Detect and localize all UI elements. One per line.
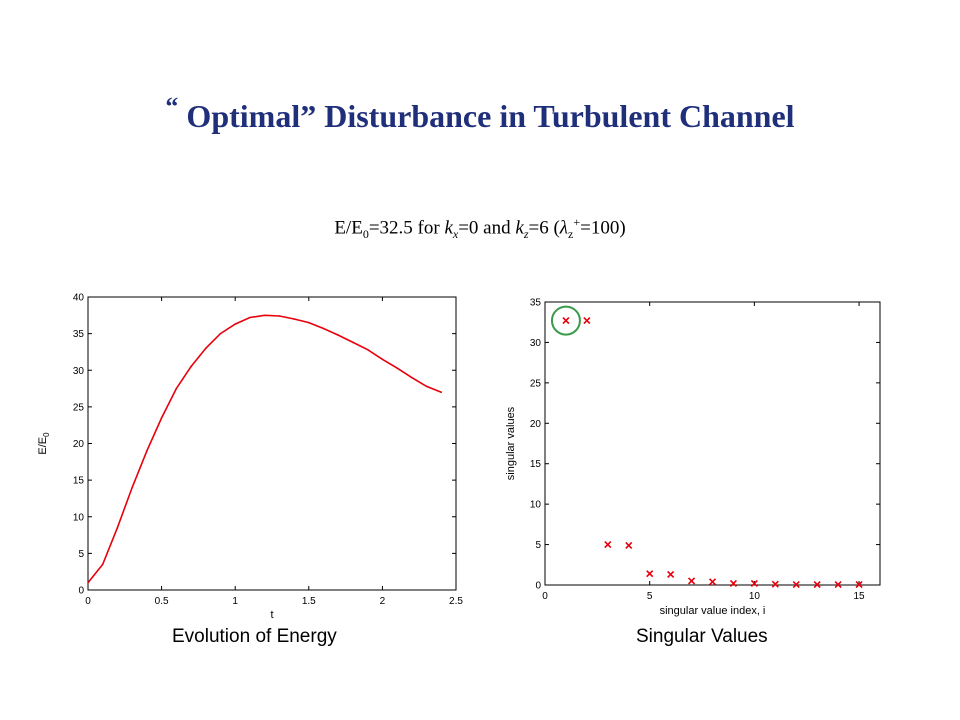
sv-data-point: [562, 317, 570, 325]
sv-y-tick-label: 25: [530, 378, 542, 389]
energy-data-point: [425, 385, 428, 388]
energy-x-axis-label: t: [270, 609, 273, 621]
energy-data-point: [322, 327, 325, 330]
sv-y-tick-label: 30: [530, 338, 542, 349]
sv-y-tick-label: 35: [530, 298, 542, 309]
energy-data-point: [175, 387, 178, 390]
energy-x-tick-label: 0: [85, 596, 91, 607]
sv-y-tick-label: 15: [530, 459, 542, 470]
subtitle-kx-var: k: [444, 217, 453, 239]
energy-y-axis-label-sub: 0: [42, 432, 51, 437]
energy-data-point: [146, 450, 148, 452]
energy-data-point: [396, 367, 398, 369]
sv-data-point: [583, 317, 591, 325]
energy-x-tick-label: 2.5: [449, 596, 463, 607]
subtitle-value-text: =32.5 for: [368, 217, 445, 239]
energy-data-point: [131, 486, 133, 489]
subtitle-kz-sub: z: [523, 227, 529, 242]
energy-x-tick-label: 1: [232, 596, 238, 607]
energy-y-tick-label: 15: [73, 476, 85, 487]
energy-data-point: [87, 581, 89, 584]
sv-y-tick-label: 10: [530, 500, 542, 511]
subtitle-lambda-sup: +: [573, 215, 581, 229]
sv-y-axis-label: singular values: [505, 406, 517, 480]
energy-y-tick-label: 5: [78, 549, 84, 560]
sv-data-point: [687, 577, 696, 585]
subtitle-kz-var: k: [515, 217, 524, 239]
sv-x-tick-label: 10: [749, 591, 761, 602]
sv-data-point: [834, 581, 842, 589]
energy-data-point: [293, 318, 295, 320]
sv-data-point: [667, 570, 675, 579]
energy-x-tick-label: 2: [380, 596, 386, 607]
energy-data-point: [381, 358, 384, 361]
energy-y-tick-label: 30: [73, 366, 85, 377]
sv-data-point: [792, 581, 800, 589]
sv-data-point: [646, 570, 654, 578]
energy-data-point: [366, 348, 369, 351]
energy-y-axis-label-main: E/E: [37, 437, 49, 455]
energy-data-point: [249, 316, 251, 319]
sv-y-tick-label: 5: [535, 540, 541, 551]
sv-data-point: [708, 578, 717, 586]
energy-y-tick-label: 0: [78, 586, 84, 597]
subtitle-kx-sub: x: [452, 227, 459, 242]
subtitle-lambda-sub: z: [568, 227, 574, 242]
sv-data-point: [750, 579, 758, 587]
sv-data-point: [604, 541, 612, 549]
subtitle-e-sub: 0: [362, 227, 369, 242]
sv-data-point: [625, 541, 633, 549]
energy-data-point: [263, 314, 266, 317]
title-text: Optimal” Disturbance in Turbulent Channe…: [186, 98, 795, 134]
energy-data-point: [440, 391, 443, 394]
sv-x-tick-label: 15: [854, 591, 866, 602]
energy-y-tick-label: 20: [73, 439, 85, 450]
slide-subtitle: E/E0=32.5 for kx=0 and kz=6 (λz+=100): [0, 215, 960, 242]
energy-data-point: [411, 376, 413, 379]
energy-y-tick-label: 10: [73, 512, 85, 523]
energy-data-point: [234, 323, 236, 325]
energy-data-point: [352, 341, 354, 344]
energy-y-axis-label: E/E0: [37, 432, 51, 455]
energy-y-tick-label: 40: [73, 293, 85, 304]
energy-data-point: [116, 526, 119, 529]
caption-evolution-of-energy: Evolution of Energy: [172, 626, 337, 647]
energy-data-point: [160, 417, 163, 419]
caption-singular-values: Singular Values: [636, 626, 768, 647]
energy-data-point: [204, 347, 207, 350]
energy-data-point: [190, 365, 192, 368]
sv-data-point: [729, 579, 738, 587]
sv-y-tick-label: 0: [535, 581, 541, 592]
energy-data-point: [308, 321, 310, 324]
energy-data-point: [101, 563, 104, 566]
energy-data-point: [278, 315, 281, 317]
sv-highlight-circle: [550, 305, 581, 336]
energy-x-tick-label: 0.5: [155, 596, 169, 607]
slide-title: “ Optimal” Disturbance in Turbulent Chan…: [0, 92, 960, 135]
subtitle-lambda-val: =100): [580, 217, 626, 239]
sv-data-point: [813, 581, 821, 589]
subtitle-kz-val: =6 (: [528, 217, 560, 239]
sv-x-axis-label: singular value index, i: [660, 605, 766, 617]
sv-data-point: [855, 581, 863, 589]
energy-x-tick-label: 1.5: [302, 596, 316, 607]
subtitle-lambda: λ: [559, 217, 569, 239]
sv-plot-frame: [544, 301, 881, 586]
subtitle-kx-val: =0 and: [458, 217, 516, 239]
energy-y-tick-label: 25: [73, 402, 85, 413]
sv-data-point: [771, 580, 779, 588]
energy-y-tick-label: 35: [73, 329, 85, 340]
energy-data-point: [337, 334, 340, 336]
sv-x-tick-label: 5: [647, 591, 653, 602]
subtitle-e-ratio: E/E: [334, 217, 363, 239]
energy-data-point: [219, 332, 222, 335]
sv-x-tick-label: 0: [542, 591, 548, 602]
title-open-quote: “: [165, 92, 179, 121]
sv-y-tick-label: 20: [530, 419, 542, 430]
